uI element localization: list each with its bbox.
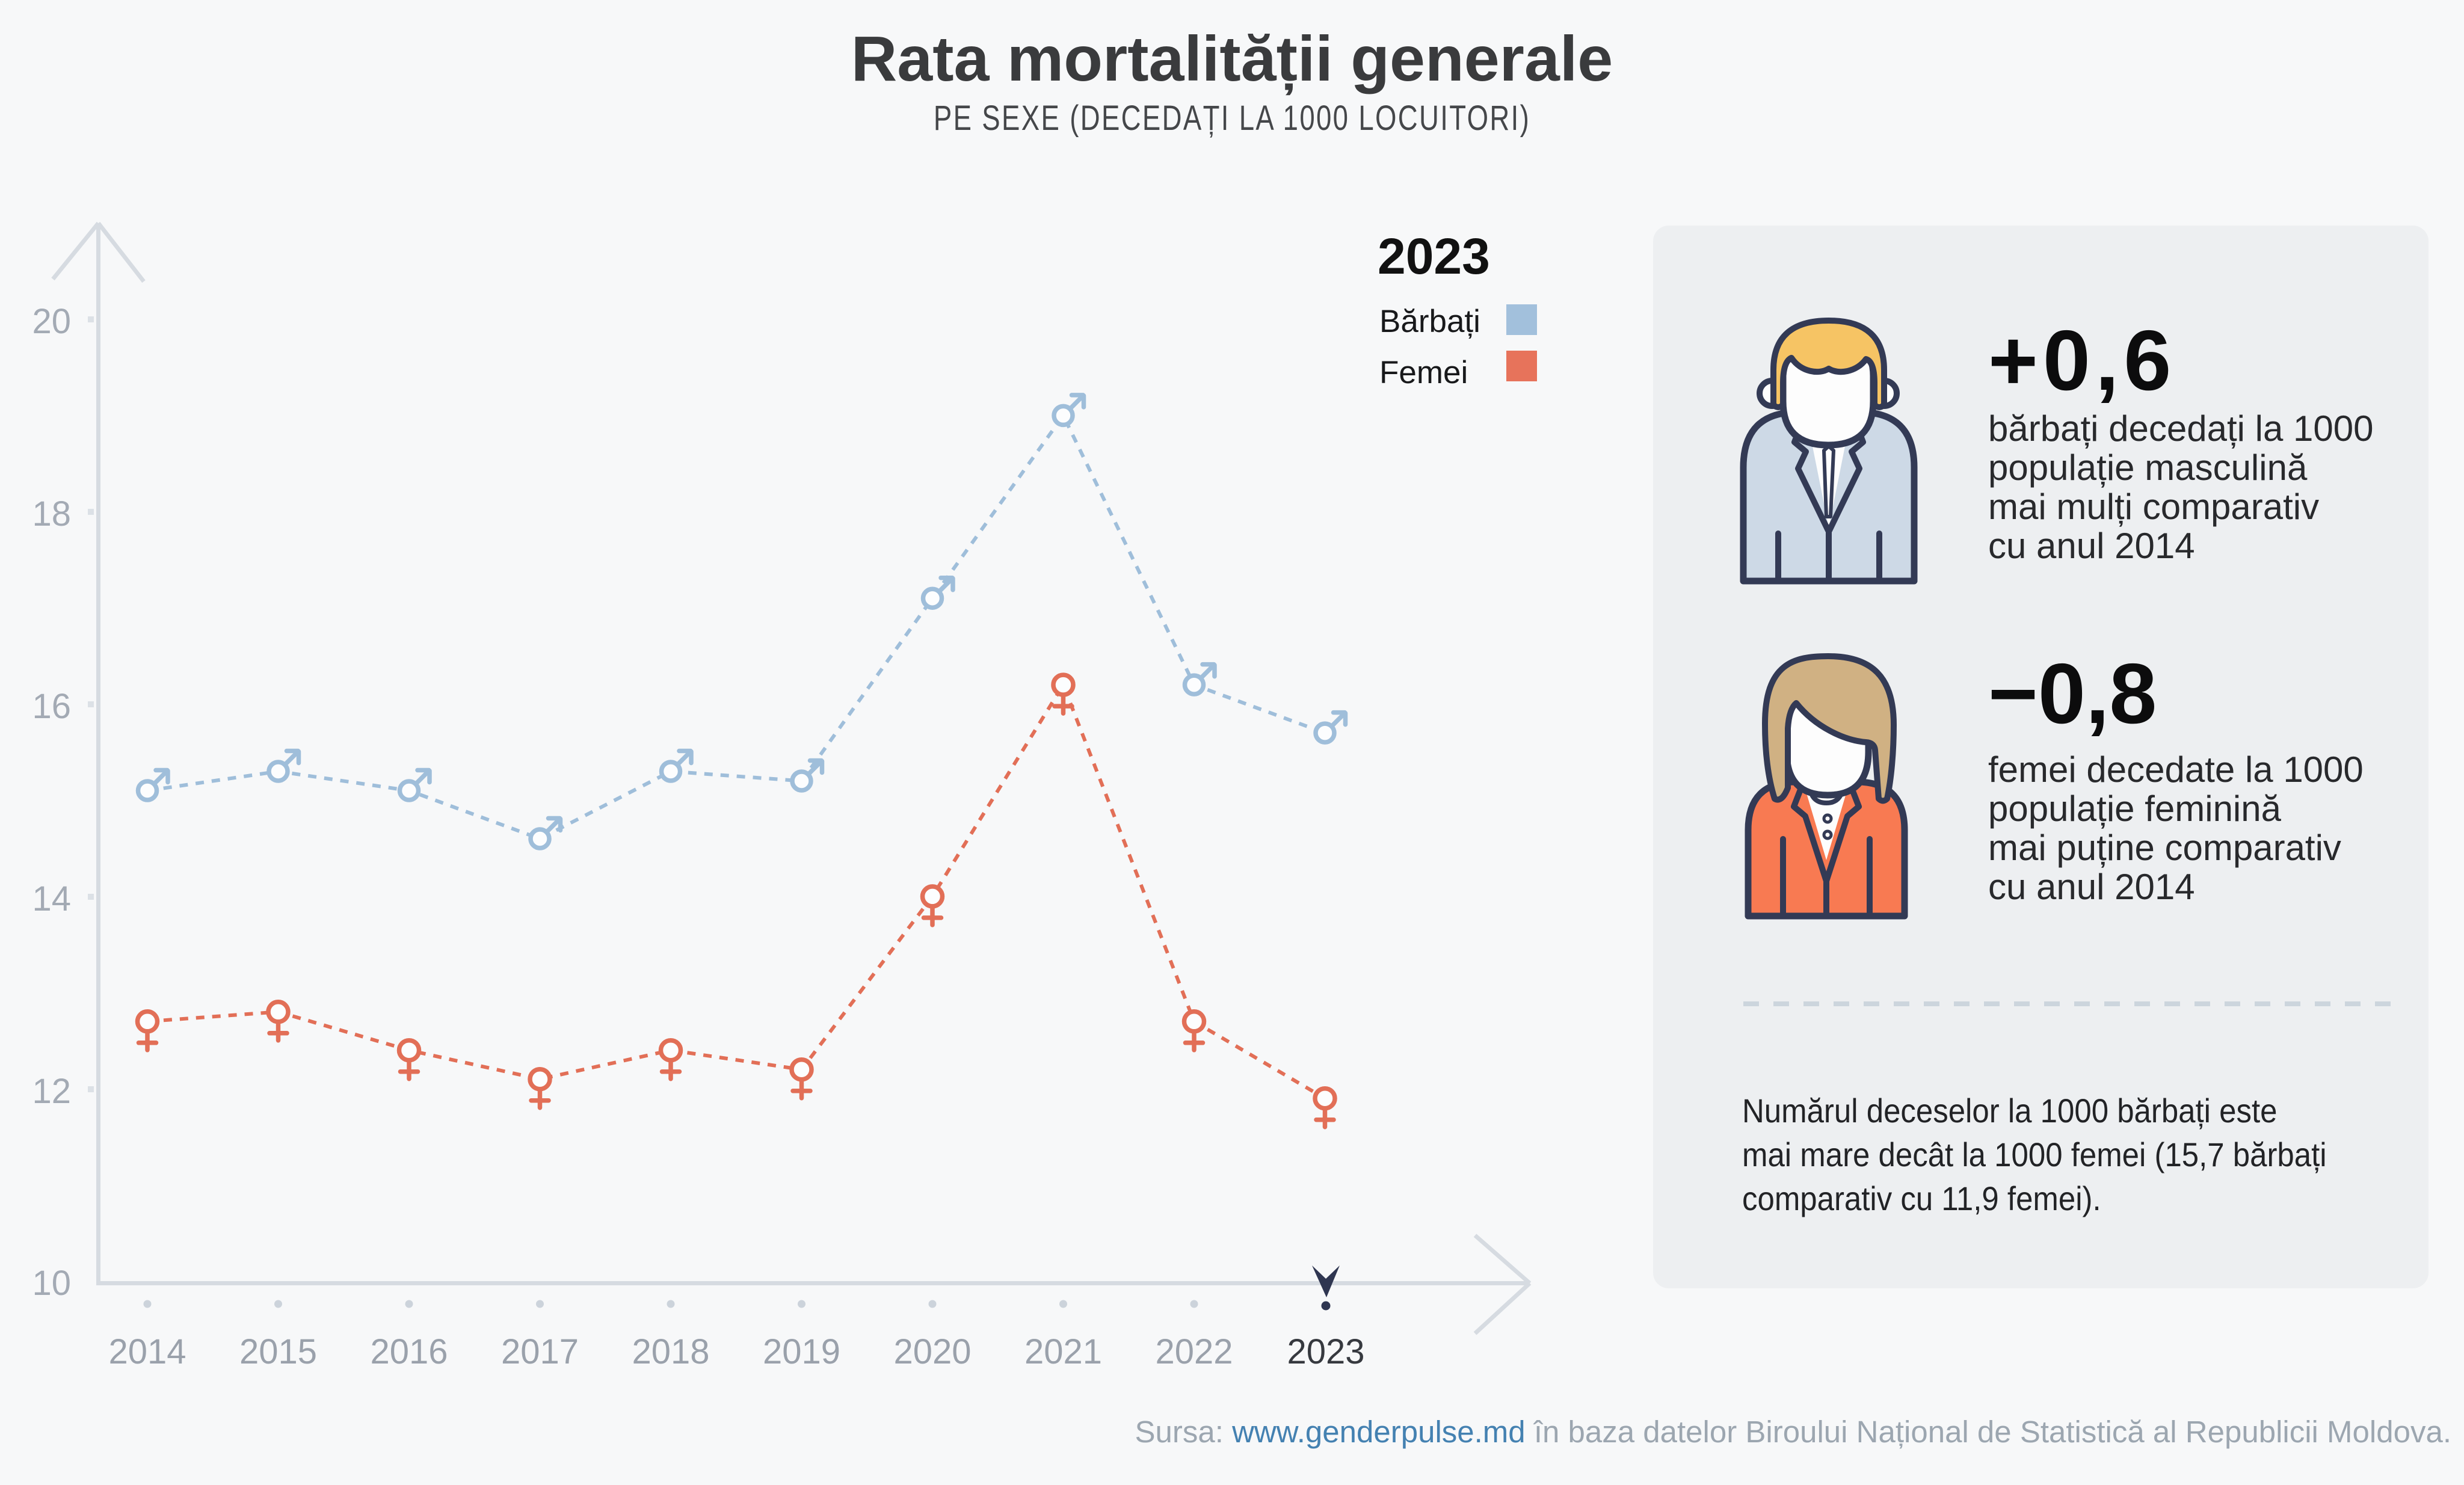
svg-text:2017: 2017 <box>501 1332 579 1371</box>
svg-text:14: 14 <box>32 879 71 918</box>
svg-text:2018: 2018 <box>632 1332 709 1371</box>
svg-text:2020: 2020 <box>893 1332 971 1371</box>
svg-text:2014: 2014 <box>108 1332 186 1371</box>
svg-text:2023: 2023 <box>1287 1332 1364 1371</box>
svg-text:2021: 2021 <box>1024 1332 1102 1371</box>
svg-text:10: 10 <box>32 1264 71 1303</box>
svg-text:20: 20 <box>32 302 71 341</box>
svg-text:2015: 2015 <box>239 1332 317 1371</box>
svg-text:2016: 2016 <box>370 1332 448 1371</box>
svg-text:16: 16 <box>32 687 71 726</box>
svg-text:2019: 2019 <box>763 1332 840 1371</box>
svg-text:12: 12 <box>32 1072 71 1111</box>
svg-text:2022: 2022 <box>1155 1332 1233 1371</box>
svg-text:18: 18 <box>32 494 71 533</box>
